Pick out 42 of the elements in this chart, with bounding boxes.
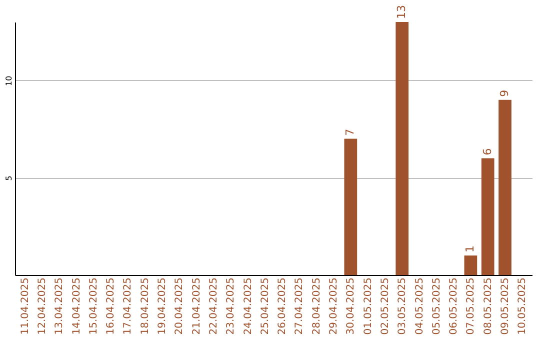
bar: [481, 158, 494, 275]
x-tick-label: 30.04.2025: [346, 278, 357, 335]
x-tick-label: 02.05.2025: [380, 278, 391, 335]
x-tick-label: 03.05.2025: [397, 278, 408, 335]
x-tick-label: 15.04.2025: [88, 278, 100, 335]
x-tick-label: 19.04.2025: [157, 278, 168, 335]
data-label: 1: [464, 246, 477, 253]
x-tick-label: 05.05.2025: [431, 278, 442, 335]
bar: [396, 22, 409, 275]
x-tick-label: 25.04.2025: [260, 278, 271, 335]
x-tick-label: 14.04.2025: [71, 278, 82, 335]
x-tick-label: 07.05.2025: [466, 278, 477, 335]
y-tick-label: 5: [4, 176, 14, 181]
x-tick-label: 10.05.2025: [517, 278, 528, 335]
y-tick-label: 10: [4, 76, 14, 86]
x-tick-label: 24.04.2025: [242, 278, 254, 335]
x-tick-label: 21.04.2025: [191, 278, 202, 335]
data-label: 7: [344, 128, 357, 136]
x-tick-label: 12.04.2025: [37, 278, 48, 335]
x-tick-label: 29.04.2025: [328, 278, 340, 335]
bar: [464, 256, 478, 275]
x-tick-label: 28.04.2025: [311, 278, 322, 335]
bar: [498, 100, 512, 275]
x-tick-label: 09.05.2025: [500, 278, 511, 335]
x-tick-label: 16.04.2025: [106, 278, 117, 335]
x-tick-label: 23.04.2025: [226, 278, 237, 335]
x-tick-label: 26.04.2025: [277, 278, 288, 335]
x-tick-label: 04.05.2025: [414, 278, 426, 335]
x-tick-label: 13.04.2025: [54, 278, 66, 335]
x-tick-label: 11.04.2025: [20, 278, 31, 335]
x-tick-label: 08.05.2025: [482, 278, 494, 335]
x-tick-label: 06.05.2025: [448, 278, 460, 335]
bar: [344, 138, 358, 275]
x-tick-label: 22.04.2025: [208, 278, 220, 335]
data-label: 13: [395, 5, 408, 19]
x-tick-label: 01.05.2025: [362, 278, 374, 335]
data-label: 6: [480, 148, 494, 156]
x-tick-label: 27.04.2025: [294, 278, 306, 335]
data-label: 9: [498, 90, 511, 97]
x-tick-label: 18.04.2025: [140, 278, 151, 335]
x-tick-label: 20.04.2025: [174, 278, 186, 335]
x-tick-label: 17.04.2025: [122, 278, 134, 335]
